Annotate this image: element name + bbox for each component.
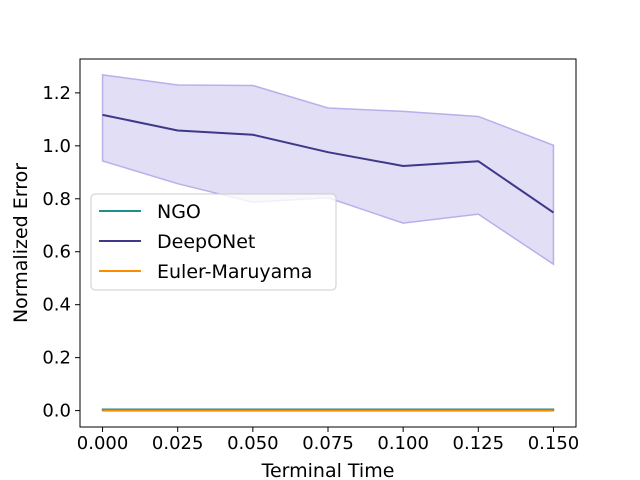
y-axis-label: Normalized Error xyxy=(10,163,32,323)
legend-label: Euler-Maruyama xyxy=(157,261,312,283)
legend-label: DeepONet xyxy=(157,231,255,253)
line-deeponet xyxy=(102,113,555,214)
x-tick-label: 0.025 xyxy=(152,433,204,454)
x-tick-label: 0.125 xyxy=(453,433,505,454)
y-tick-label: 1.2 xyxy=(42,83,71,104)
y-tick-label: 0.8 xyxy=(42,189,71,210)
x-tick-label: 0.100 xyxy=(377,433,429,454)
y-tick-label: 0.6 xyxy=(42,242,71,263)
y-tick-label: 0.4 xyxy=(42,295,71,316)
x-tick-label: 0.000 xyxy=(77,433,129,454)
legend: NGO DeepONet Euler-Maruyama xyxy=(90,193,337,291)
y-tick-label: 0.2 xyxy=(42,348,71,369)
x-axis-ticks: 0.000 0.025 0.050 0.075 0.100 0.125 0.150 xyxy=(77,427,579,454)
y-tick-label: 0.0 xyxy=(42,401,71,422)
x-tick-label: 0.150 xyxy=(528,433,580,454)
x-axis-label: Terminal Time xyxy=(261,460,395,480)
legend-label: NGO xyxy=(157,201,201,223)
x-tick-label: 0.050 xyxy=(227,433,279,454)
series-lines xyxy=(102,113,555,412)
y-tick-label: 1.0 xyxy=(42,136,71,157)
y-axis-ticks: 0.0 0.2 0.4 0.6 0.8 1.0 1.2 xyxy=(42,83,80,422)
band-deeponet xyxy=(101,74,555,266)
x-tick-label: 0.075 xyxy=(302,433,354,454)
legend-box xyxy=(90,193,337,291)
